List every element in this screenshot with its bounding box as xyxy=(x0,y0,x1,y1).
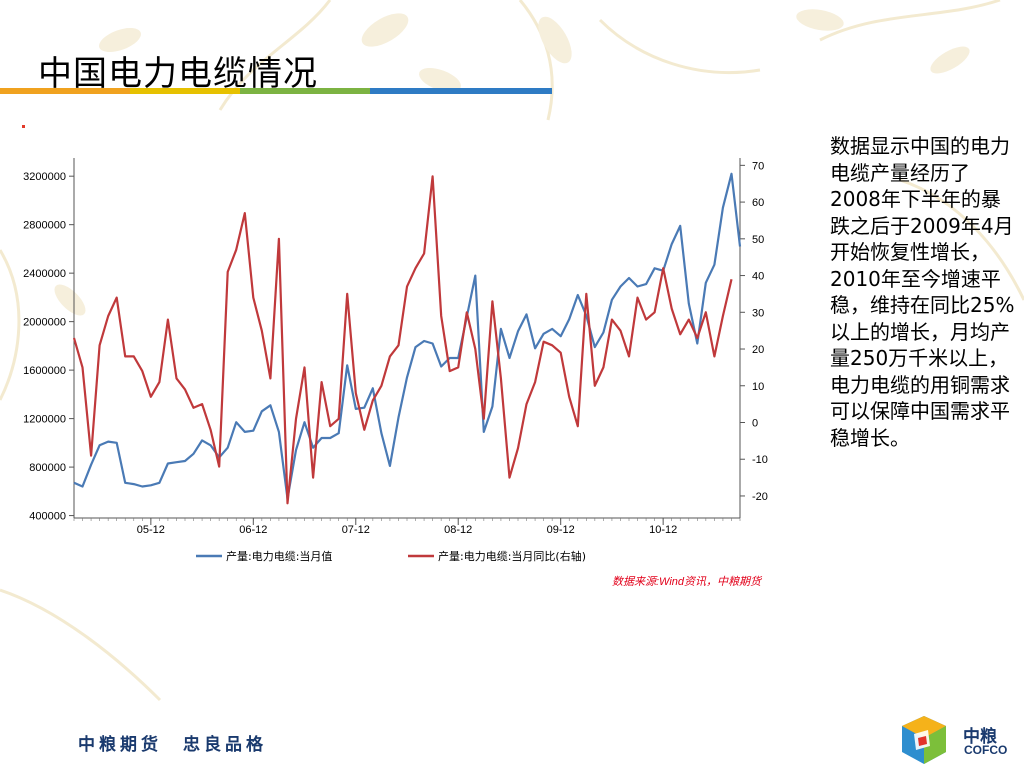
y-right-tick-label: 20 xyxy=(752,344,764,356)
x-tick-label: 08-12 xyxy=(444,524,472,536)
series-line-yoy xyxy=(72,175,733,505)
y-right-tick-label: 40 xyxy=(752,271,764,283)
footer-slogan: 中粮期货 忠良品格 xyxy=(78,735,267,755)
logo-name-cn: 中粮 xyxy=(963,727,997,747)
y-left-tick-label: 3200000 xyxy=(23,171,66,183)
bullet-dot xyxy=(22,125,25,128)
y-right-tick-label: 60 xyxy=(752,197,764,209)
y-right-tick-label: 0 xyxy=(752,417,758,429)
y-right-tick-label: -20 xyxy=(752,491,768,503)
description-text: 数据显示中国的电力电缆产量经历了2008年下半年的暴跌之后于2009年4月开始恢… xyxy=(830,134,1015,450)
y-left-tick-label: 400000 xyxy=(29,511,66,523)
line-chart: 400000 800000 1200000 1600000 2000000 2400000… xyxy=(23,158,768,563)
y-left-tick-label: 2800000 xyxy=(23,220,66,232)
x-tick-label: 10-12 xyxy=(649,524,677,536)
x-tick-label: 07-12 xyxy=(342,524,370,536)
legend-label: 产量:电力电缆:当月同比(右轴) xyxy=(438,549,586,563)
x-tick-label: 09-12 xyxy=(547,524,575,536)
y-left-tick-label: 2000000 xyxy=(23,317,66,329)
y-right-tick-label: -10 xyxy=(752,454,768,466)
y-left-tick-label: 1600000 xyxy=(23,365,66,377)
y-left-tick-label: 1200000 xyxy=(23,414,66,426)
title-underline xyxy=(0,88,552,94)
y-left-tick-label: 2400000 xyxy=(23,268,66,280)
legend-label: 产量:电力电缆:当月值 xyxy=(226,549,332,563)
page-title: 中国电力电缆情况 xyxy=(38,54,318,94)
y-left-tick-label: 800000 xyxy=(29,462,66,474)
y-right-tick-label: 10 xyxy=(752,381,764,393)
logo-name-en: COFCO xyxy=(964,743,1008,757)
y-right-tick-label: 70 xyxy=(752,160,764,172)
y-right-tick-label: 50 xyxy=(752,234,764,246)
data-source: 数据来源:Wind资讯，中粮期货 xyxy=(612,576,762,588)
cofco-logo-icon xyxy=(902,716,946,764)
x-tick-label: 05-12 xyxy=(137,524,165,536)
series-line-monthly-output xyxy=(73,172,742,500)
x-tick-label: 06-12 xyxy=(239,524,267,536)
y-right-tick-label: 30 xyxy=(752,307,764,319)
